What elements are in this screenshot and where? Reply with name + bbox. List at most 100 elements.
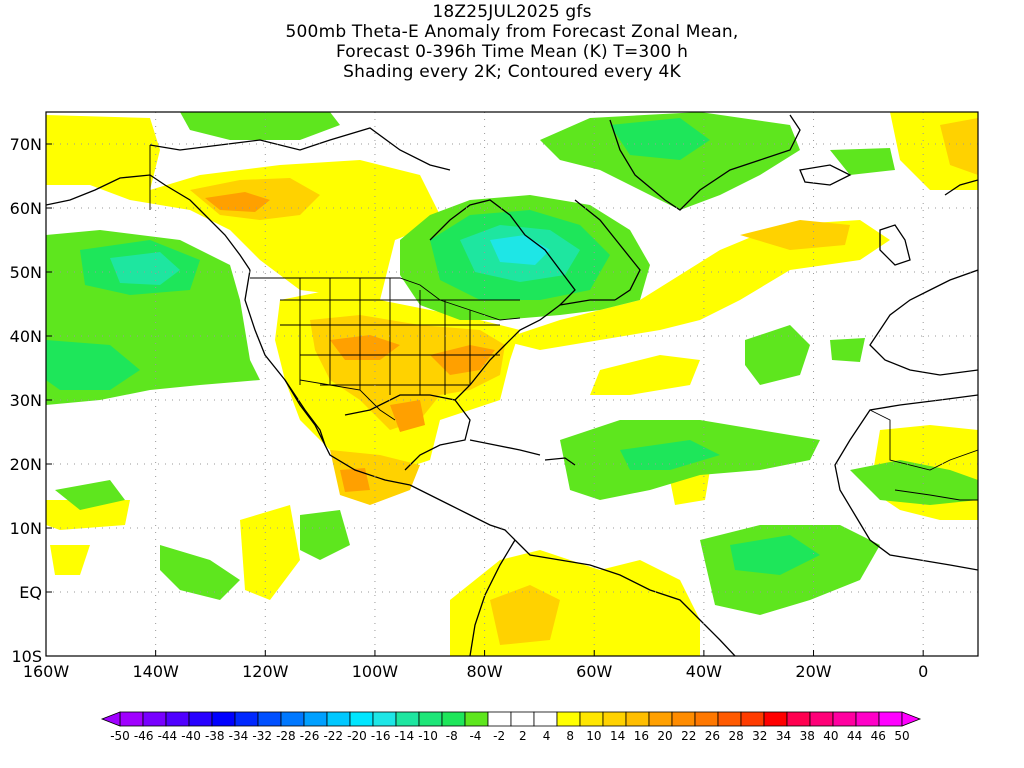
colorbar-swatch (142, 711, 167, 727)
lat-tick-label: 10S (11, 647, 42, 666)
lat-tick-label: 40N (10, 327, 42, 346)
coast-arctic-canada (149, 127, 451, 171)
colorbar-swatch (694, 711, 719, 727)
colorbar-label: 2 (519, 729, 527, 743)
colorbar-label: -34 (229, 729, 249, 743)
shade-pos-south-america (450, 550, 700, 656)
shade-neg-east-pacific-tropics (160, 545, 240, 600)
coast-hudson (429, 199, 576, 306)
plot-frame (45, 111, 979, 657)
lat-tick-label: EQ (19, 583, 42, 602)
shade-pos-east-pacific (240, 505, 300, 600)
colorbar-label: 10 (586, 729, 601, 743)
colorbar-swatch (464, 711, 489, 727)
shade-pos-atlantic-band (500, 220, 890, 350)
coast-scandinavia (944, 179, 978, 196)
colorbar-swatch (533, 711, 558, 727)
lon-tick-label: 40W (686, 662, 722, 681)
colorbar-swatch (280, 711, 305, 727)
colorbar-swatch (648, 711, 673, 727)
title-line-4: Shading every 2K; Contoured every 4K (343, 62, 681, 82)
colorbar-label: -14 (395, 729, 415, 743)
coast-central-america (409, 484, 516, 541)
colorbar-swatch (602, 711, 627, 727)
colorbar-label: 4 (543, 729, 551, 743)
lat-tick-label: 50N (10, 263, 42, 282)
colorbar-swatch (809, 711, 834, 727)
longitude-labels: 160W 140W 120W 100W 80W 60W 40W 20W 0 (23, 650, 928, 681)
title-block: 18Z25JUL2025 gfs 500mb Theta-E Anomaly f… (0, 2, 1024, 82)
shade-pos-east-pacific-2 (46, 500, 130, 530)
colorbar-labels: -50 -46 -44 -40 -38 -34 -32 -28 -26 -22 -20 -16 -14-… (110, 729, 909, 743)
coast-cuba (469, 439, 541, 456)
colorbar-swatch (740, 711, 765, 727)
shade-neg-greenland-mid (610, 118, 710, 160)
coastlines (46, 114, 978, 656)
coast-south-america (514, 539, 736, 656)
coast-iceland (799, 164, 852, 186)
coast-british-isles (879, 224, 911, 266)
shade-pos-us-strong (330, 335, 400, 360)
shade-neg-east-pacific-tropics-2 (300, 510, 350, 560)
colorbar-swatch (395, 711, 420, 727)
colorbar-label: 14 (610, 729, 625, 743)
colorbar (100, 711, 922, 727)
colorbar-label: 28 (728, 729, 743, 743)
lat-tick-label: 60N (10, 199, 42, 218)
colorbar-swatch (625, 711, 650, 727)
title-line-2: 500mb Theta-E Anomaly from Forecast Zona… (285, 22, 739, 42)
colorbar-swatch (786, 711, 811, 727)
lat-tick-label: 10N (10, 519, 42, 538)
colorbar-swatch (579, 711, 604, 727)
coast-greenland (609, 114, 801, 211)
lat-tick-label: 70N (10, 135, 42, 154)
shade-pos-mexico-core (340, 468, 370, 492)
shade-neg-pacific-west-tropics (55, 480, 125, 510)
colorbar-label: 46 (871, 729, 886, 743)
colorbar-label: -16 (371, 729, 391, 743)
colorbar-swatch (556, 711, 581, 727)
colorbar-label: 22 (681, 729, 696, 743)
shade-pos-atlantic-mid (590, 355, 700, 395)
latitude-labels: 70N 60N 50N 40N 30N 20N 10N EQ 10S (10, 135, 52, 666)
lon-tick-label: 20W (795, 662, 831, 681)
colorbar-swatch (234, 711, 259, 727)
colorbar-swatch (855, 711, 880, 727)
lon-tick-label: 100W (352, 662, 399, 681)
lon-tick-label: 80W (466, 662, 502, 681)
colorbar-swatch (510, 711, 535, 727)
shade-neg-mid-atlantic-2 (830, 338, 865, 362)
border-us-canada (250, 277, 521, 321)
lat-tick-label: 20N (10, 455, 42, 474)
colorbar-label: -28 (276, 729, 296, 743)
colorbar-label: -4 (469, 729, 481, 743)
shade-neg-tropical-atlantic-mid (620, 440, 720, 470)
colorbar-label: -38 (205, 729, 225, 743)
coast-africa (834, 394, 978, 571)
coast-west-na (244, 269, 411, 486)
lon-tick-label: 120W (242, 662, 289, 681)
shade-pos-east-pacific-3 (50, 545, 90, 575)
colorbar-swatch (832, 711, 857, 727)
colorbar-label: -10 (418, 729, 438, 743)
title-line-3: Forecast 0-396h Time Mean (K) T=300 h (335, 42, 689, 62)
shade-pos-se-strong (430, 345, 495, 375)
shade-pos-ne-core (940, 118, 978, 175)
colorbar-label: 50 (894, 729, 909, 743)
colorbar-label: -40 (181, 729, 201, 743)
shade-neg-africa (850, 460, 978, 505)
colorbar-swatch (211, 711, 236, 727)
colorbar-label: -8 (446, 729, 458, 743)
lon-tick-label: 0 (918, 662, 928, 681)
coast-europe (869, 269, 978, 376)
shade-neg-arctic-right (830, 148, 895, 175)
shade-neg-arctic-top (180, 112, 340, 140)
coast-alaska (46, 174, 251, 271)
colorbar-swatch (303, 711, 328, 727)
shade-neg-mid-atlantic (745, 325, 810, 385)
colorbar-swatch (763, 711, 788, 727)
colorbar-label: 26 (705, 729, 720, 743)
colorbar-label: 32 (752, 729, 767, 743)
colorbar-swatch (441, 711, 466, 727)
shade-pos-canada-strong (205, 192, 270, 212)
